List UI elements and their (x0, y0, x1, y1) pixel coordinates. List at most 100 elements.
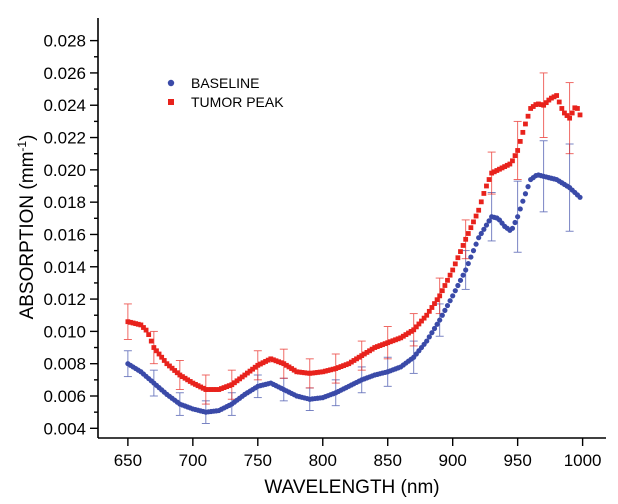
data-point-tumor-peak (234, 378, 240, 384)
data-point-tumor-peak (180, 374, 185, 380)
data-point-tumor-peak (296, 369, 302, 375)
data-point-tumor-peak (154, 348, 159, 354)
data-point-tumor-peak (551, 94, 557, 100)
y-tick-label: 0.004 (43, 419, 86, 438)
y-tick-label: 0.026 (43, 64, 86, 83)
data-point-baseline (444, 302, 451, 309)
data-point-tumor-peak (239, 374, 245, 380)
data-point-tumor-peak (543, 100, 549, 106)
data-point-baseline (465, 260, 471, 267)
data-point-baseline (509, 225, 516, 231)
data-point-tumor-peak (226, 383, 232, 389)
data-point-tumor-peak (148, 338, 154, 344)
y-axis-title-superscript: -1 (15, 141, 29, 152)
data-point-tumor-peak (499, 165, 505, 171)
data-points (125, 93, 583, 415)
data-point-tumor-peak (219, 386, 224, 391)
data-point-tumor-peak (411, 327, 417, 333)
data-point-baseline (442, 307, 448, 313)
data-point-tumor-peak (546, 97, 552, 103)
y-axis-title: ABSORPTION (mm-1) (15, 135, 38, 320)
data-point-tumor-peak (208, 387, 214, 392)
data-point-tumor-peak (304, 370, 310, 376)
plot-area (97, 18, 606, 439)
data-point-tumor-peak (491, 169, 497, 175)
data-point-tumor-peak (541, 102, 547, 108)
data-point-tumor-peak (250, 366, 256, 372)
data-point-tumor-peak (237, 376, 243, 382)
data-point-tumor-peak (325, 368, 331, 373)
data-point-tumor-peak (419, 318, 424, 324)
data-point-tumor-peak (135, 321, 141, 327)
data-point-tumor-peak (203, 387, 209, 392)
data-point-tumor-peak (260, 360, 266, 366)
data-point-tumor-peak (211, 387, 217, 392)
data-point-tumor-peak (193, 381, 198, 387)
data-point-tumor-peak (125, 319, 131, 325)
data-point-baseline (468, 254, 474, 260)
data-point-tumor-peak (346, 361, 352, 367)
x-tick-label: 800 (309, 451, 337, 470)
data-point-baseline (463, 267, 469, 273)
data-point-tumor-peak (536, 101, 541, 107)
data-point-baseline (483, 222, 490, 228)
data-point-tumor-peak (549, 95, 554, 101)
data-point-tumor-peak (245, 370, 250, 376)
data-point-tumor-peak (520, 129, 526, 135)
data-point-tumor-peak (361, 351, 367, 357)
data-point-baseline (437, 317, 443, 323)
data-point-tumor-peak (169, 365, 175, 371)
data-point-tumor-peak (146, 332, 152, 338)
data-point-tumor-peak (273, 358, 279, 364)
legend-marker-baseline (167, 79, 175, 87)
data-point-baseline (450, 293, 456, 299)
data-point-baseline (512, 219, 518, 226)
data-point-tumor-peak (439, 288, 445, 294)
y-tick-label: 0.028 (43, 32, 86, 51)
data-point-tumor-peak (434, 297, 440, 303)
y-tick-label: 0.020 (43, 161, 86, 180)
y-axis-title-end: ) (17, 135, 38, 141)
data-point-tumor-peak (281, 361, 287, 367)
data-point-tumor-peak (450, 267, 456, 273)
data-point-tumor-peak (452, 261, 458, 267)
data-point-tumor-peak (341, 363, 346, 369)
data-point-tumor-peak (429, 305, 435, 310)
data-point-tumor-peak (276, 359, 281, 365)
data-point-tumor-peak (510, 158, 515, 164)
data-point-tumor-peak (255, 362, 261, 368)
data-point-tumor-peak (141, 325, 146, 330)
data-point-tumor-peak (442, 283, 448, 288)
data-point-tumor-peak (421, 315, 427, 321)
data-point-baseline (439, 312, 445, 318)
data-point-tumor-peak (302, 370, 307, 376)
data-point-tumor-peak (328, 367, 333, 373)
data-point-baseline (460, 272, 466, 278)
data-point-tumor-peak (322, 368, 328, 374)
data-point-tumor-peak (283, 362, 289, 368)
data-point-baseline (455, 282, 461, 289)
y-tick-label: 0.006 (43, 387, 86, 406)
data-point-tumor-peak (403, 332, 409, 338)
data-point-tumor-peak (182, 375, 188, 381)
y-tick-label: 0.010 (43, 322, 86, 341)
y-axis-title-main: ABSORPTION (mm (17, 152, 38, 320)
data-point-tumor-peak (471, 219, 476, 225)
data-point-tumor-peak (356, 354, 362, 360)
data-point-tumor-peak (530, 104, 536, 109)
data-point-tumor-peak (478, 199, 484, 205)
data-point-tumor-peak (426, 308, 432, 314)
data-point-baseline (525, 184, 531, 190)
data-point-tumor-peak (445, 277, 450, 283)
y-tick-label: 0.018 (43, 193, 86, 212)
data-point-tumor-peak (307, 370, 313, 376)
axis-ticks: 650 700 750 800 850 900 950 1000 0.004 0.006 0.008… (43, 32, 601, 470)
data-point-tumor-peak (562, 110, 567, 116)
data-point-tumor-peak (507, 161, 513, 167)
data-point-baseline (517, 206, 523, 212)
data-point-tumor-peak (159, 354, 165, 360)
y-tick-label: 0.016 (43, 225, 86, 244)
legend-label-baseline: BASELINE (191, 75, 259, 91)
data-point-tumor-peak (437, 293, 443, 299)
data-point-tumor-peak (374, 344, 380, 349)
